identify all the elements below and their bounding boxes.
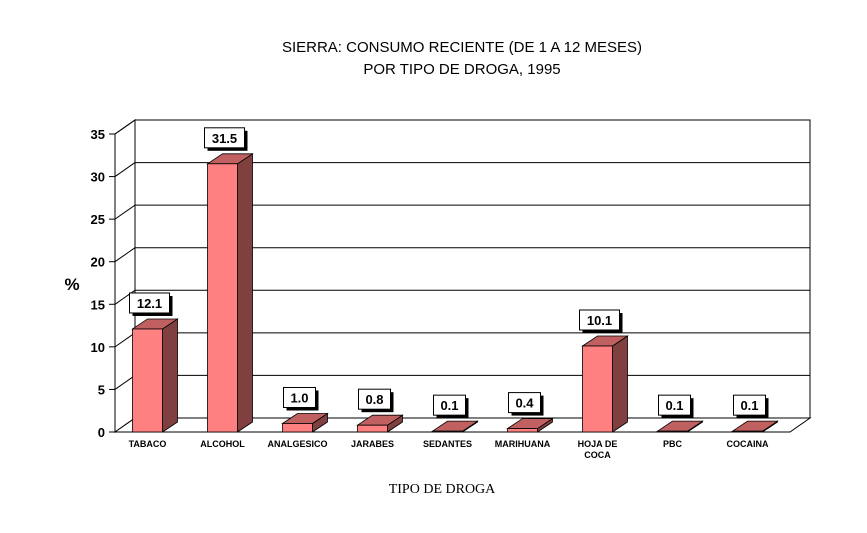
category-label: SEDANTES (423, 439, 472, 449)
y-tick-label: 15 (91, 297, 105, 312)
bar-front (732, 430, 763, 433)
y-tick-label: 35 (91, 127, 105, 142)
bar: 1.0 (281, 386, 329, 433)
gridline-diagonal (114, 162, 136, 177)
data-label-box (508, 392, 541, 414)
data-label-box (283, 386, 316, 408)
bar-side (162, 318, 178, 433)
y-tick-label: 20 (91, 255, 105, 270)
data-label-box (658, 394, 691, 416)
data-label: 1.0 (290, 390, 308, 405)
gridline-diagonal (114, 375, 136, 390)
data-label: 0.1 (740, 398, 758, 413)
bar: 0.4 (506, 392, 554, 433)
gridline-diagonal (114, 204, 136, 220)
data-label-box (433, 394, 466, 416)
gridline-diagonal (114, 119, 136, 135)
bar-front (507, 428, 538, 433)
bar-front (357, 424, 388, 433)
data-label-box (733, 394, 766, 416)
data-label-box (204, 127, 245, 149)
bar-front (207, 163, 238, 433)
y-tick-label: 30 (91, 170, 105, 185)
category-label: JARABES (351, 439, 394, 449)
gridline-diagonal (114, 332, 136, 348)
y-axis-label: % (64, 275, 79, 294)
bar: 0.1 (656, 394, 704, 433)
category-label: MARIHUANA (495, 439, 551, 449)
data-label: 0.1 (665, 398, 683, 413)
bar: 0.8 (356, 388, 404, 433)
data-label: 0.4 (515, 396, 534, 411)
y-axis-ticks: 0 5 10 15 20 25 30 35 (91, 127, 116, 440)
category-label: ANALGESICO (267, 439, 327, 449)
bar-front (132, 328, 163, 433)
y-tick-label: 25 (91, 212, 105, 227)
category-label: PBC (663, 439, 683, 449)
data-label: 31.5 (212, 131, 237, 146)
bar-front (282, 423, 313, 433)
y-tick-label: 5 (98, 382, 105, 397)
bar-side (237, 153, 253, 433)
bar: 12.1 (129, 292, 179, 433)
data-label: 10.1 (587, 313, 612, 328)
category-labels: TABACO ALCOHOL ANALGESICO JARABES SEDANTES MA… (129, 439, 769, 460)
left-wall (114, 119, 136, 433)
bar-side (612, 335, 628, 433)
bar-front (582, 345, 613, 433)
category-label: ALCOHOL (200, 439, 245, 449)
data-label-box (579, 309, 620, 331)
bar: 10.1 (579, 309, 629, 433)
x-axis-label: TIPO DE DROGA (389, 482, 496, 497)
data-label-box (129, 292, 170, 314)
bar: 31.5 (204, 127, 254, 433)
category-label: TABACO (129, 439, 167, 449)
data-label: 0.1 (440, 398, 458, 413)
bar-front (432, 430, 463, 433)
category-label: HOJA DE (578, 439, 618, 449)
category-label: COCA (584, 450, 611, 460)
bars: 12.1 31.5 1.0 0.8 0.1 0.4 10.1 0.1 0.1 (129, 127, 779, 433)
y-tick-label: 10 (91, 340, 105, 355)
category-label: COCAINA (727, 439, 769, 449)
chart-title-line-1: SIERRA: CONSUMO RECIENTE (DE 1 A 12 MESE… (282, 39, 642, 56)
bar: 0.1 (731, 394, 779, 433)
bar: 0.1 (431, 394, 479, 433)
data-label: 0.8 (365, 392, 383, 407)
y-tick-label: 0 (98, 425, 105, 440)
bar-front (657, 430, 688, 433)
data-label: 12.1 (137, 296, 162, 311)
chart-title-line-2: POR TIPO DE DROGA, 1995 (363, 61, 560, 78)
data-label-box (358, 388, 391, 410)
gridline-diagonal (114, 247, 136, 263)
